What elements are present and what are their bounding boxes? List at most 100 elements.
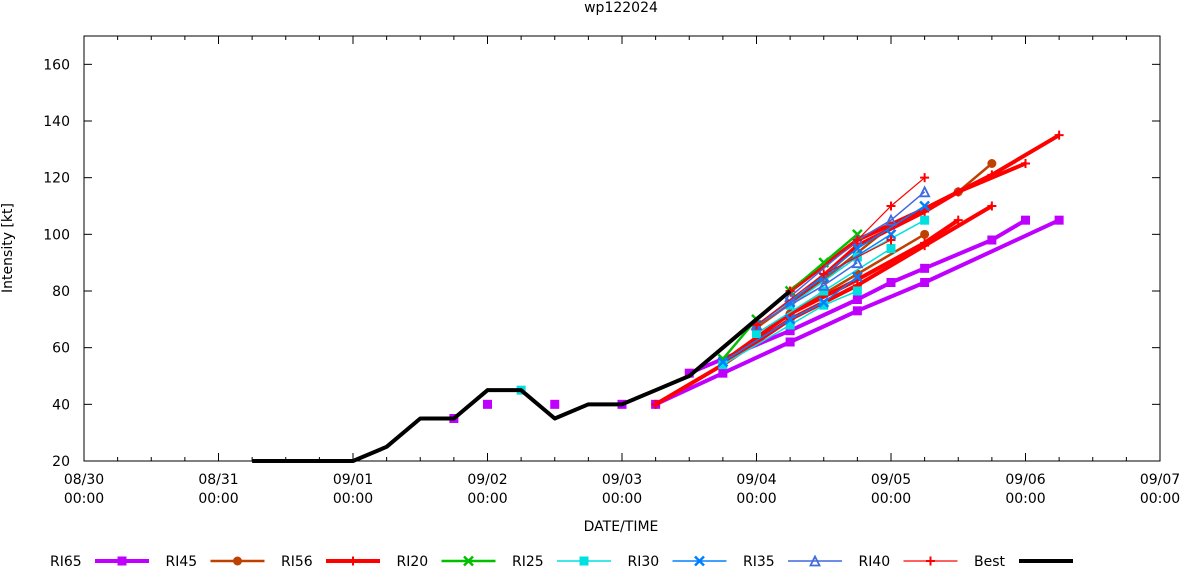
chart-title: wp122024 xyxy=(584,0,658,16)
x-tick-date: 09/05 xyxy=(871,472,911,488)
point-ri56 xyxy=(1021,159,1030,168)
point-ri40 xyxy=(920,173,930,183)
x-tick-date: 09/04 xyxy=(736,472,776,488)
legend-label-ri25: RI25 xyxy=(512,554,544,567)
legend-marker-ri56 xyxy=(348,556,358,566)
point-ri56 xyxy=(920,238,930,248)
legend-marker-ri25 xyxy=(579,556,589,566)
legend-label-ri65: RI65 xyxy=(50,554,82,567)
line-ri35 xyxy=(756,262,858,326)
legend-label-ri35: RI35 xyxy=(743,554,775,567)
point-ri25 xyxy=(920,215,930,225)
point-ri65 xyxy=(920,278,930,287)
y-tick-label: 60 xyxy=(52,341,70,357)
point-ri65 xyxy=(852,295,862,304)
x-tick-time: 00:00 xyxy=(1140,491,1180,507)
y-tick-label: 20 xyxy=(52,454,70,470)
x-tick-time: 00:00 xyxy=(198,491,238,507)
point-ri30 xyxy=(784,313,796,325)
x-tick-time: 00:00 xyxy=(602,491,642,507)
point-ri65 xyxy=(920,263,930,273)
y-tick-label: 40 xyxy=(52,397,70,413)
point-ri35 xyxy=(885,213,897,226)
point-ri56 xyxy=(1054,130,1064,140)
legend-label-ri45: RI45 xyxy=(166,554,198,567)
x-tick-time: 00:00 xyxy=(871,491,911,507)
x-tick-date: 08/30 xyxy=(64,472,104,488)
y-axis-label: Intensity [kt] xyxy=(0,203,16,293)
line-ri35 xyxy=(789,191,926,298)
x-tick-time: 00:00 xyxy=(64,491,104,507)
point-ri65 xyxy=(1021,215,1030,225)
point-ri45 xyxy=(987,159,997,168)
x-tick-date: 09/02 xyxy=(467,472,507,488)
point-ri65 xyxy=(483,399,492,409)
x-tick-date: 09/03 xyxy=(602,472,642,488)
point-ri65 xyxy=(684,368,694,378)
legend-marker-ri40 xyxy=(926,556,935,566)
point-ri45 xyxy=(920,229,930,239)
point-ri25 xyxy=(886,244,896,253)
legend-marker-ri20 xyxy=(463,555,474,567)
point-ri40 xyxy=(886,201,896,211)
y-tick-label: 100 xyxy=(43,227,70,243)
point-ri56 xyxy=(987,201,997,211)
point-ri40 xyxy=(752,320,761,330)
line-ri65 xyxy=(654,218,1060,407)
point-ri25 xyxy=(752,329,761,338)
line-best xyxy=(252,289,792,463)
legend-label-best: Best xyxy=(974,554,1006,567)
x-tick-time: 00:00 xyxy=(1005,491,1045,507)
line-ri40 xyxy=(789,177,926,292)
point-ri56 xyxy=(987,170,997,180)
legend-label-ri20: RI20 xyxy=(397,554,429,567)
legend-marker-ri35 xyxy=(809,554,821,567)
x-tick-date: 09/01 xyxy=(333,472,373,488)
point-ri30 xyxy=(885,228,897,240)
point-ri56 xyxy=(953,215,963,225)
y-tick-label: 140 xyxy=(43,114,70,130)
y-tick-label: 120 xyxy=(43,171,70,187)
point-ri40 xyxy=(819,269,829,279)
x-tick-time: 00:00 xyxy=(736,491,776,507)
legend-marker-ri65 xyxy=(117,556,127,566)
x-tick-date: 09/06 xyxy=(1005,472,1045,488)
point-ri25 xyxy=(852,286,862,296)
point-ri40 xyxy=(886,235,896,245)
x-tick-time: 00:00 xyxy=(467,491,507,507)
point-ri65 xyxy=(550,399,560,409)
legend-marker-ri30 xyxy=(694,555,705,567)
point-ri25 xyxy=(718,360,728,370)
line-ri25 xyxy=(722,290,858,366)
point-ri35 xyxy=(851,256,864,269)
point-ri30 xyxy=(919,200,931,212)
point-ri25 xyxy=(819,286,829,296)
point-ri56 xyxy=(651,399,661,409)
point-ri30 xyxy=(717,356,729,368)
point-ri35 xyxy=(918,185,931,198)
series-best xyxy=(252,289,792,463)
x-axis-label: DATE/TIME xyxy=(584,519,659,535)
point-ri65 xyxy=(785,337,795,347)
y-tick-label: 80 xyxy=(52,284,70,300)
point-ri40 xyxy=(852,235,862,245)
legend-marker-ri45 xyxy=(233,556,242,566)
x-tick-time: 00:00 xyxy=(333,491,373,507)
point-ri35 xyxy=(817,278,830,291)
y-tick-label: 160 xyxy=(43,57,70,73)
point-ri65 xyxy=(1054,215,1064,225)
point-ri30 xyxy=(818,296,830,308)
point-ri65 xyxy=(852,306,862,316)
point-ri30 xyxy=(851,243,863,254)
point-ri30 xyxy=(851,271,863,283)
point-ri65 xyxy=(785,326,795,336)
point-ri25 xyxy=(819,300,829,310)
legend-label-ri30: RI30 xyxy=(628,554,660,567)
point-ri35 xyxy=(784,290,797,303)
x-tick-date: 09/07 xyxy=(1140,472,1180,488)
point-ri65 xyxy=(987,235,997,245)
x-tick-date: 08/31 xyxy=(198,472,238,488)
line-ri30 xyxy=(722,276,858,363)
legend-label-ri40: RI40 xyxy=(859,554,891,567)
